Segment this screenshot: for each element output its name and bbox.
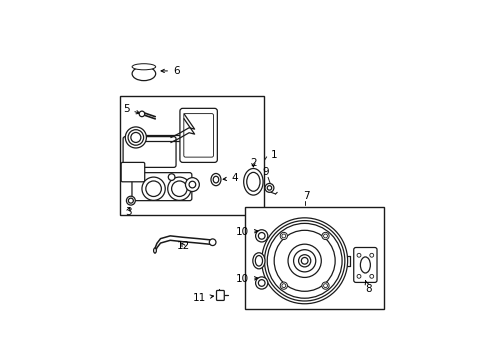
Circle shape — [321, 232, 328, 239]
Circle shape — [255, 277, 267, 289]
Ellipse shape — [210, 174, 221, 186]
Text: 11: 11 — [193, 293, 213, 303]
Ellipse shape — [132, 67, 155, 81]
Circle shape — [356, 274, 360, 278]
Circle shape — [255, 230, 267, 242]
Circle shape — [167, 177, 191, 201]
Circle shape — [287, 244, 321, 278]
Circle shape — [281, 284, 285, 288]
Text: 7: 7 — [302, 191, 309, 201]
Circle shape — [139, 111, 144, 117]
Circle shape — [280, 232, 287, 239]
Circle shape — [125, 127, 146, 148]
Circle shape — [274, 230, 334, 291]
Circle shape — [209, 239, 216, 246]
Circle shape — [323, 284, 327, 288]
Circle shape — [323, 234, 327, 238]
Circle shape — [369, 274, 373, 278]
Text: 2: 2 — [249, 158, 256, 168]
Circle shape — [321, 282, 328, 289]
Text: 1: 1 — [270, 150, 277, 161]
Circle shape — [142, 177, 165, 201]
Circle shape — [131, 132, 141, 143]
Circle shape — [267, 186, 271, 190]
Circle shape — [261, 218, 347, 304]
Text: 6: 6 — [161, 66, 179, 76]
Text: 3: 3 — [124, 207, 131, 217]
Circle shape — [171, 181, 187, 197]
Bar — [120, 96, 264, 215]
Ellipse shape — [132, 64, 155, 70]
Circle shape — [293, 250, 315, 272]
FancyBboxPatch shape — [183, 114, 213, 157]
Circle shape — [126, 196, 135, 205]
FancyBboxPatch shape — [123, 136, 176, 167]
Circle shape — [185, 177, 199, 192]
Text: 9: 9 — [262, 167, 269, 177]
Circle shape — [298, 255, 310, 267]
Ellipse shape — [246, 172, 260, 191]
Circle shape — [267, 223, 342, 298]
Circle shape — [369, 253, 373, 257]
Text: 8: 8 — [364, 281, 371, 293]
Ellipse shape — [360, 257, 369, 273]
Circle shape — [258, 280, 264, 286]
FancyBboxPatch shape — [353, 247, 376, 283]
Text: 12: 12 — [177, 241, 190, 251]
Circle shape — [301, 257, 307, 264]
Ellipse shape — [153, 248, 156, 253]
FancyBboxPatch shape — [132, 173, 191, 201]
Circle shape — [280, 282, 287, 289]
Text: 5: 5 — [122, 104, 140, 114]
FancyBboxPatch shape — [121, 162, 144, 182]
FancyBboxPatch shape — [216, 291, 224, 301]
Circle shape — [168, 174, 175, 180]
Ellipse shape — [213, 176, 218, 183]
Bar — [244, 207, 383, 309]
Text: 4: 4 — [223, 173, 237, 183]
Ellipse shape — [252, 253, 264, 269]
Text: 10: 10 — [236, 274, 257, 284]
Circle shape — [128, 130, 143, 145]
Ellipse shape — [255, 256, 262, 266]
FancyBboxPatch shape — [180, 108, 217, 162]
Circle shape — [128, 198, 133, 203]
Circle shape — [264, 221, 344, 301]
Circle shape — [264, 184, 273, 192]
Circle shape — [145, 181, 161, 197]
Circle shape — [281, 234, 285, 238]
Ellipse shape — [243, 168, 263, 195]
Circle shape — [258, 233, 264, 239]
Circle shape — [356, 253, 360, 257]
Circle shape — [189, 181, 195, 188]
Text: 10: 10 — [236, 227, 257, 237]
